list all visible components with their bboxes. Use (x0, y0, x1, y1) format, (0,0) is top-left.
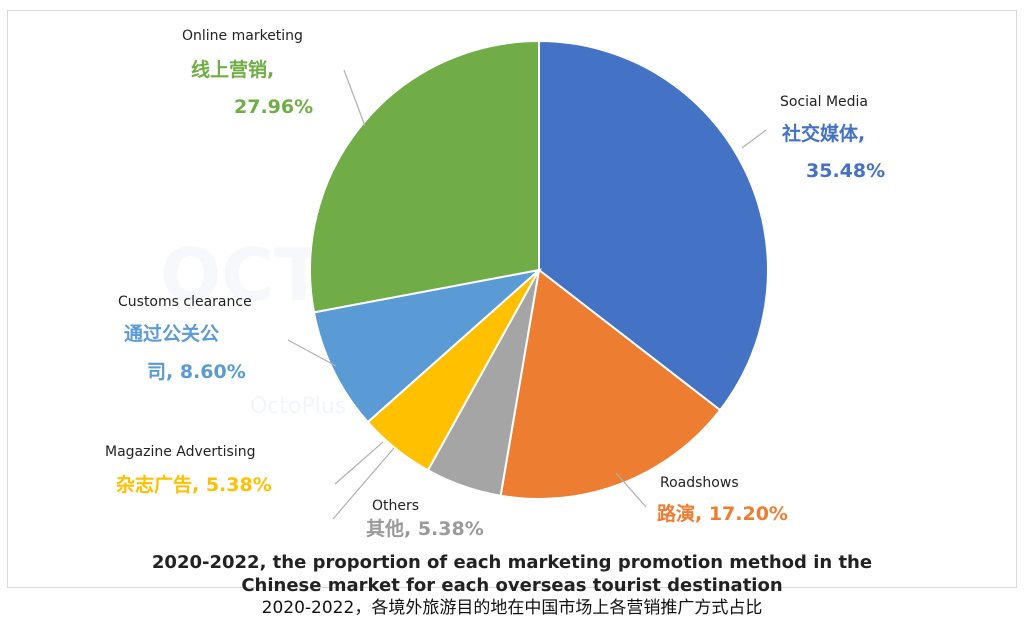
slice-label-en: Others (372, 498, 419, 514)
slice-value-label: 其他, 5.38% (366, 517, 484, 540)
leader-line (287, 339, 337, 367)
slice-value-label: 35.48% (806, 160, 885, 182)
pie-slice-social-media (538, 39, 769, 412)
leader-line (741, 129, 767, 149)
slice-label-zh: 通过公关公 (124, 322, 219, 345)
leader-line (334, 441, 384, 485)
leader-line (615, 472, 647, 508)
slice-label-en: Magazine Advertising (105, 444, 256, 460)
pie-slice-roadshows (499, 268, 722, 500)
slice-label-en: Social Media (780, 94, 868, 110)
slice-value-label: 司, 8.60% (147, 361, 246, 383)
slice-value-label: 27.96% (234, 96, 313, 118)
chart-title-zh: 2020-2022，各境外旅游目的地在中国市场上各营销推广方式占比 (261, 598, 763, 618)
chart-frame (7, 10, 1017, 588)
leader-line (332, 447, 395, 520)
chart-title-en-line1: 2020-2022, the proportion of each market… (151, 552, 873, 573)
leader-line (343, 69, 366, 127)
slice-label-zh: 社交媒体, (781, 122, 865, 145)
slice-value-label: 杂志广告, 5.38% (116, 473, 272, 496)
slice-value-label: 路演, 17.20% (657, 502, 788, 525)
pie-slice-online-marketing (309, 39, 540, 314)
slice-label-zh: 线上营销, (191, 58, 274, 81)
slice-label-en: Online marketing (182, 28, 303, 44)
chart-title-en-line2: Chinese market for each overseas tourist… (241, 575, 783, 596)
slice-label-en: Customs clearance (118, 294, 252, 310)
slice-label-en: Roadshows (660, 475, 739, 491)
chart-title-en: 2020-2022, the proportion of each market… (0, 551, 1024, 597)
pie-slice-customs-clearance (312, 268, 543, 424)
